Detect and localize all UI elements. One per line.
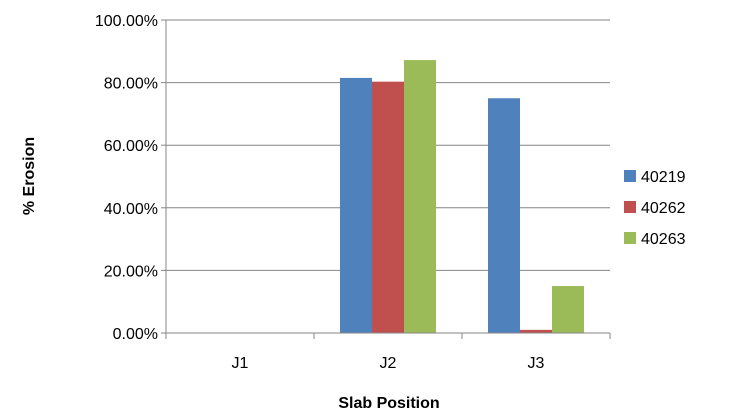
x-tick-label: J2: [380, 355, 397, 372]
y-tick-label: 100.00%: [95, 13, 158, 30]
legend: 40219 40262 40263: [624, 169, 686, 248]
legend-label: 40263: [641, 231, 686, 248]
bar-40219-J2: [340, 77, 372, 333]
y-tick-label: 40.00%: [104, 201, 158, 218]
bar-40263-J3: [552, 286, 584, 333]
legend-label: 40262: [641, 200, 686, 217]
x-tick-label: J1: [232, 355, 249, 372]
y-axis-title: % Erosion: [21, 137, 38, 215]
bar-40263-J2: [404, 60, 436, 334]
bars: [340, 60, 584, 334]
x-tick-labels: J1 J2 J3: [232, 355, 545, 372]
bar-40219-J3: [488, 98, 520, 333]
bar-40262-J2: [372, 81, 404, 333]
legend-label: 40219: [641, 169, 686, 186]
y-tick-label: 80.00%: [104, 76, 158, 93]
legend-swatch: [624, 201, 636, 213]
bar-40262-J3: [520, 329, 552, 333]
axes: [165, 20, 611, 339]
x-axis-title: Slab Position: [338, 395, 439, 412]
legend-swatch: [624, 170, 636, 182]
y-tick-labels: 0.00% 20.00% 40.00% 60.00% 80.00% 100.00%: [95, 13, 158, 343]
y-tick-label: 0.00%: [113, 326, 158, 343]
legend-swatch: [624, 232, 636, 244]
y-tick-label: 60.00%: [104, 138, 158, 155]
y-tick-label: 20.00%: [104, 263, 158, 280]
x-tick-label: J3: [528, 355, 545, 372]
